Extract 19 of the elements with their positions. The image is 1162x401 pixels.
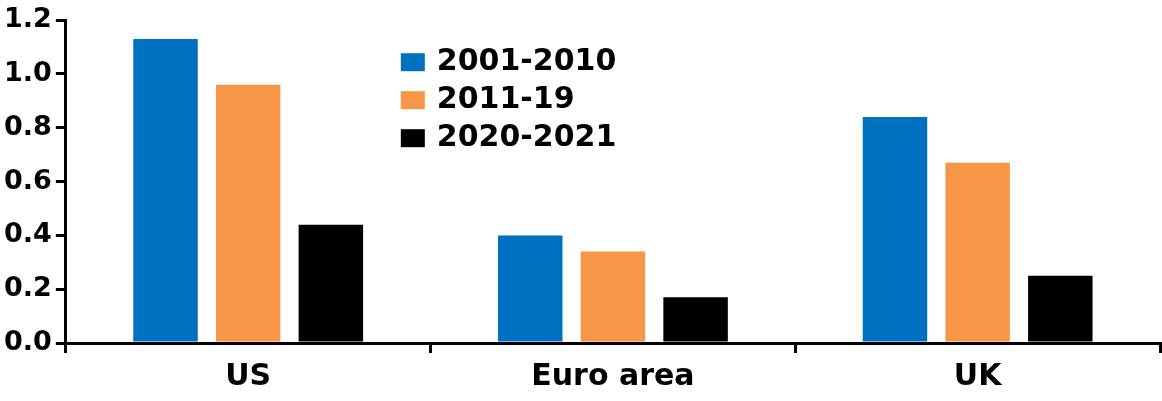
x-tick-label: Euro area <box>531 356 695 392</box>
bar <box>862 117 928 342</box>
x-tick-label: UK <box>953 356 1004 392</box>
bar <box>498 235 563 342</box>
bar <box>945 162 1010 342</box>
y-tick-label: 0.0 <box>3 325 52 357</box>
y-tick-label: 0.2 <box>3 271 52 303</box>
x-tick-label: US <box>225 356 272 392</box>
y-tick-label: 1.2 <box>3 2 52 34</box>
bar <box>133 39 198 342</box>
bar <box>215 84 281 342</box>
legend-label: 2011-19 <box>436 80 575 115</box>
legend-label: 2001-2010 <box>436 42 617 77</box>
bar <box>580 251 646 342</box>
y-tick-label: 0.8 <box>3 109 52 141</box>
y-tick-label: 0.4 <box>3 217 52 249</box>
y-tick-label: 0.6 <box>3 163 52 195</box>
legend-label: 2020-2021 <box>436 118 617 153</box>
y-tick-label: 1.0 <box>3 56 52 88</box>
